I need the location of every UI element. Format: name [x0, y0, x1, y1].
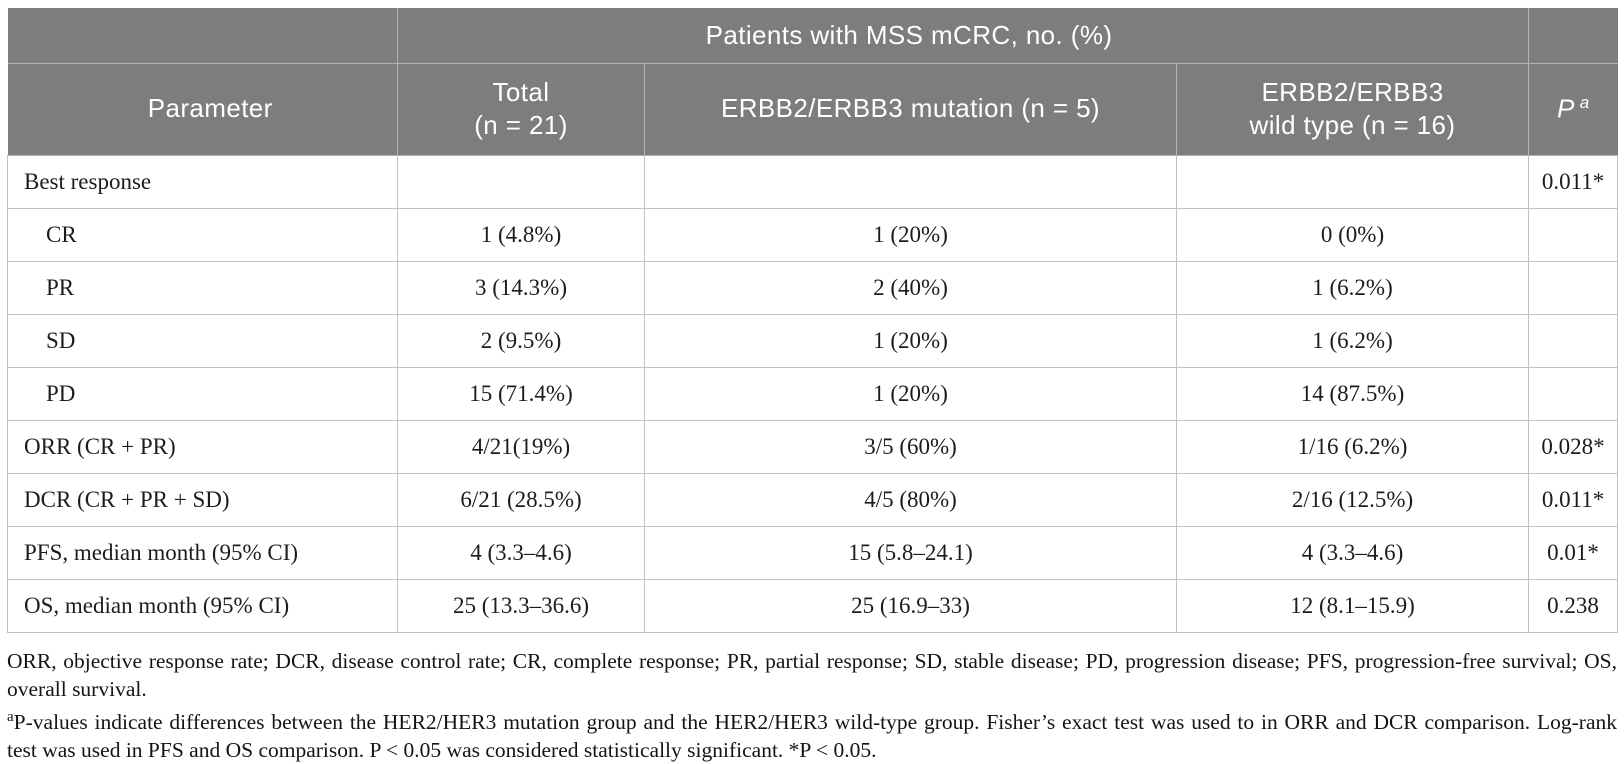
- wildtype-value: 1/16 (6.2%): [1175, 419, 1530, 474]
- total-value: 4 (3.3–4.6): [397, 525, 645, 580]
- table-header: Patients with MSS mCRC, no. (%) Paramete…: [7, 8, 1618, 156]
- row-label: PR: [7, 260, 398, 315]
- mutation-value: 4/5 (80%): [644, 472, 1177, 527]
- mutation-value: 1 (20%): [644, 366, 1177, 421]
- wildtype-value: 2/16 (12.5%): [1175, 472, 1530, 527]
- mutation-value: [644, 154, 1177, 209]
- abbreviations-footnote: ORR, objective response rate; DCR, disea…: [7, 648, 1617, 701]
- mutation-value: 15 (5.8–24.1): [644, 525, 1177, 580]
- wildtype-value: 14 (87.5%): [1175, 366, 1530, 421]
- p-value: 0.011*: [1528, 472, 1619, 527]
- row-label: SD: [7, 313, 398, 368]
- row-label: Best response: [7, 154, 398, 209]
- total-value: 25 (13.3–36.6): [397, 578, 645, 633]
- total-value: 2 (9.5%): [397, 313, 645, 368]
- p-value: [1528, 260, 1619, 315]
- p-value: [1528, 366, 1619, 421]
- table-row-cr: CR 1 (4.8%) 1 (20%) 0 (0%): [7, 207, 1619, 262]
- table-body: Best response 0.011* CR 1 (4.8%) 1 (20%)…: [7, 154, 1619, 633]
- header-empty-parameter-cell: [7, 8, 398, 64]
- group-header-row: Patients with MSS mCRC, no. (%): [7, 8, 1618, 64]
- results-table: Patients with MSS mCRC, no. (%) Paramete…: [7, 8, 1619, 633]
- pvalue-footnote: aP-values indicate differences between t…: [7, 703, 1617, 764]
- total-value: 4/21(19%): [397, 419, 645, 474]
- wildtype-value: 1 (6.2%): [1175, 260, 1530, 315]
- table-row-os: OS, median month (95% CI) 25 (13.3–36.6)…: [7, 578, 1619, 633]
- total-line2: (n = 21): [474, 110, 568, 140]
- mutation-value: 1 (20%): [644, 207, 1177, 262]
- wildtype-value: [1175, 154, 1530, 209]
- footnote-text: P-values indicate differences between th…: [7, 709, 1617, 762]
- table-footnotes: ORR, objective response rate; DCR, disea…: [7, 647, 1617, 764]
- wildtype-value: 1 (6.2%): [1175, 313, 1530, 368]
- p-value: [1528, 313, 1619, 368]
- header-empty-p-cell: [1528, 8, 1618, 64]
- table-row-sd: SD 2 (9.5%) 1 (20%) 1 (6.2%): [7, 313, 1619, 368]
- total-value: [397, 154, 645, 209]
- wildtype-value: 4 (3.3–4.6): [1175, 525, 1530, 580]
- p-superscript-a: a: [1579, 93, 1590, 113]
- mutation-value: 25 (16.9–33): [644, 578, 1177, 633]
- table-row-orr: ORR (CR + PR) 4/21(19%) 3/5 (60%) 1/16 (…: [7, 419, 1619, 474]
- table-row-pd: PD 15 (71.4%) 1 (20%) 14 (87.5%): [7, 366, 1619, 421]
- table-row-dcr: DCR (CR + PR + SD) 6/21 (28.5%) 4/5 (80%…: [7, 472, 1619, 527]
- p-value: 0.238: [1528, 578, 1619, 633]
- row-label: DCR (CR + PR + SD): [7, 472, 398, 527]
- column-header-wildtype: ERBB2/ERBB3 wild type (n = 16): [1175, 62, 1530, 156]
- column-header-mutation: ERBB2/ERBB3 mutation (n = 5): [644, 62, 1177, 156]
- total-value: 1 (4.8%): [397, 207, 645, 262]
- wildtype-line1: ERBB2/ERBB3: [1261, 76, 1444, 107]
- row-label: ORR (CR + PR): [7, 419, 398, 474]
- p-value: 0.011*: [1528, 154, 1619, 209]
- total-line1: Total: [492, 76, 550, 107]
- row-label: PFS, median month (95% CI): [7, 525, 398, 580]
- total-value: 6/21 (28.5%): [397, 472, 645, 527]
- mutation-value: 3/5 (60%): [644, 419, 1177, 474]
- wildtype-value: 0 (0%): [1175, 207, 1530, 262]
- row-label: PD: [7, 366, 398, 421]
- row-label: OS, median month (95% CI): [7, 578, 398, 633]
- p-value: 0.028*: [1528, 419, 1619, 474]
- row-label: CR: [7, 207, 398, 262]
- p-value: [1528, 207, 1619, 262]
- total-value: 15 (71.4%): [397, 366, 645, 421]
- column-header-total: Total (n = 21): [397, 62, 645, 156]
- table-row-pfs: PFS, median month (95% CI) 4 (3.3–4.6) 1…: [7, 525, 1619, 580]
- footnote-marker-a: a: [7, 708, 14, 725]
- group-header-title: Patients with MSS mCRC, no. (%): [396, 8, 1530, 64]
- column-header-row: Parameter Total (n = 21) ERBB2/ERBB3 muta…: [7, 62, 1618, 156]
- table-row-best-response: Best response 0.011*: [7, 154, 1619, 209]
- p-value: 0.01*: [1528, 525, 1619, 580]
- mutation-value: 2 (40%): [644, 260, 1177, 315]
- wildtype-value: 12 (8.1–15.9): [1175, 578, 1530, 633]
- wildtype-line2: wild type (n = 16): [1249, 110, 1456, 140]
- mutation-value: 1 (20%): [644, 313, 1177, 368]
- p-symbol: P: [1556, 93, 1575, 124]
- total-value: 3 (14.3%): [397, 260, 645, 315]
- table-row-pr: PR 3 (14.3%) 2 (40%) 1 (6.2%): [7, 260, 1619, 315]
- column-header-parameter: Parameter: [7, 62, 398, 156]
